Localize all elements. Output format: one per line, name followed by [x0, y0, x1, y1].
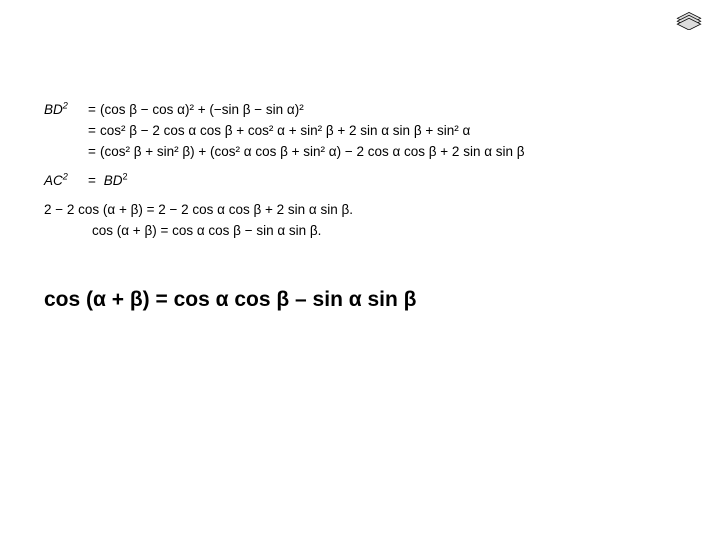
- eq2-rhs: BD2: [100, 171, 128, 192]
- equals-sign: =: [84, 121, 100, 142]
- equals-sign: =: [84, 171, 100, 192]
- eq3-line1-left: 2 − 2 cos (α + β): [44, 200, 143, 221]
- equals-sign: =: [84, 100, 100, 121]
- equals-sign: =: [84, 142, 100, 163]
- equation-block-2: AC2 = BD2: [44, 171, 704, 192]
- eq3-line1-right: 2 − 2 cos α cos β + 2 sin α sin β.: [158, 200, 353, 221]
- equation-block-1: BD2 = (cos β − cos α)² + (−sin β − sin α…: [44, 100, 704, 163]
- final-identity: cos (α + β) = cos α cos β – sin α sin β: [44, 288, 704, 312]
- eq1-rhs-line3: (cos² β + sin² β) + (cos² α cos β + sin²…: [100, 142, 525, 163]
- eq3-line2-right: cos α cos β − sin α sin β.: [172, 221, 321, 242]
- eq2-lhs: AC2: [44, 171, 84, 192]
- equals-sign: =: [157, 221, 172, 242]
- equals-sign: =: [143, 200, 158, 221]
- eq1-lhs: BD2: [44, 100, 84, 121]
- equation-block-3: 2 − 2 cos (α + β) = 2 − 2 cos α cos β + …: [44, 200, 704, 242]
- logo-icon: [674, 8, 704, 30]
- eq3-line2-left: cos (α + β): [92, 221, 157, 242]
- eq1-rhs-line2: cos² β − 2 cos α cos β + cos² α + sin² β…: [100, 121, 470, 142]
- eq1-rhs-line1: (cos β − cos α)² + (−sin β − sin α)²: [100, 100, 304, 121]
- math-content: BD2 = (cos β − cos α)² + (−sin β − sin α…: [44, 100, 704, 312]
